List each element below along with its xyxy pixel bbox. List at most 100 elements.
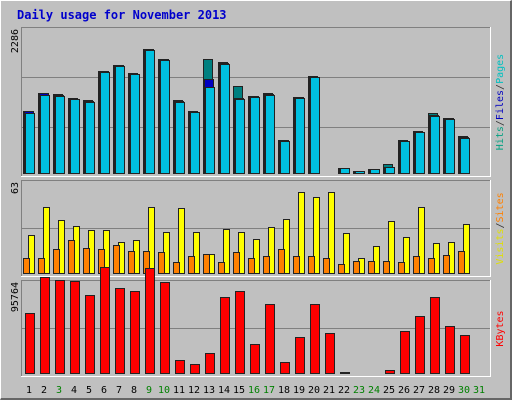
hits-files-pages-bar-pages-day-25 [385,167,395,174]
hits-files-pages-bar-pages-day-22 [340,168,350,174]
kbytes-bar-kbytes-day-18 [280,362,290,374]
sites-visits-bar-sites-day-17 [263,256,270,274]
hits-files-pages-bar-pages-day-26 [400,141,410,174]
sites-visits-bar-sites-day-8 [128,251,135,274]
x-tick-label-10: 10 [158,385,170,396]
hits-files-pages-bar-pages-day-30 [460,138,470,174]
sites-visits-bar-sites-day-30 [458,251,465,274]
sites-visits-bar-sites-day-10 [158,252,165,274]
x-tick-label-13: 13 [203,385,215,396]
sites-visits-bar-visits-day-2 [43,207,50,274]
sites-visits-bar-visits-day-17 [268,227,275,274]
sites-visits-bar-sites-day-20 [308,256,315,274]
sites-visits-bar-sites-day-2 [38,258,45,274]
kbytes-bar-kbytes-day-26 [400,331,410,374]
hits-files-pages-bar-pages-day-16 [250,97,260,174]
kbytes-bar-kbytes-day-30 [460,335,470,374]
x-tick-label-19: 19 [293,385,305,396]
legend-separator: / [495,120,506,126]
kbytes-bar-kbytes-day-29 [445,326,455,374]
sites-visits-bar-visits-day-26 [403,237,410,274]
sites-visits-bar-visits-day-11 [178,208,185,274]
chart-title: Daily usage for November 2013 [17,8,227,22]
legend-separator: / [495,84,506,90]
sites-visits-ymax-label: 63 [10,182,21,194]
hits-files-pages-bar-pages-day-20 [310,77,320,174]
x-tick-label-4: 4 [71,385,77,396]
x-tick-label-8: 8 [131,385,137,396]
sites-visits-bar-sites-day-25 [383,261,390,274]
kbytes-panel: 95764 KBytes [10,267,506,377]
sites-visits-bar-sites-day-22 [338,264,345,274]
kbytes-bar-kbytes-day-8 [130,291,140,374]
sites-visits-bar-sites-day-3 [53,249,60,274]
sites-visits-bar-sites-day-21 [323,258,330,274]
kbytes-legend: KBytes [495,310,506,346]
kbytes-bar-kbytes-day-15 [235,291,245,374]
hits-files-pages-bar-pages-day-18 [280,141,290,174]
sites-visits-bar-visits-day-21 [328,192,335,274]
hits-files-pages-bar-pages-day-8 [130,74,140,174]
kbytes-bar-kbytes-day-17 [265,304,275,374]
sites-visits-bar-visits-day-19 [298,192,305,274]
hits-files-pages-bar-pages-day-19 [295,98,305,174]
kbytes-bar-kbytes-day-6 [100,267,110,374]
legend-sites: Sites [495,192,506,222]
hits-files-pages-bar-pages-day-23 [355,171,365,174]
sites-visits-bar-visits-day-3 [58,220,65,274]
kbytes-bar-kbytes-day-27 [415,316,425,374]
hits-files-pages-legend: Hits/Files/Pages [495,54,506,150]
x-tick-label-25: 25 [383,385,395,396]
hits-files-pages-bar-pages-day-1 [25,113,35,174]
kbytes-bar-kbytes-day-22 [340,372,350,374]
hits-files-pages-bar-pages-day-6 [100,72,110,174]
legend-separator: / [495,222,506,228]
x-tick-label-29: 29 [443,385,455,396]
x-tick-label-2: 2 [41,385,47,396]
hits-files-pages-bar-pages-day-5 [85,102,95,174]
hits-files-pages-bar-pages-day-11 [175,102,185,174]
kbytes-ymax-label: 95764 [10,282,21,312]
hits-files-pages-bar-pages-day-7 [115,66,125,174]
hits-files-pages-bar-pages-day-2 [40,95,50,174]
kbytes-bar-kbytes-day-2 [40,277,50,374]
kbytes-bar-kbytes-day-1 [25,313,35,374]
x-tick-label-31: 31 [473,385,485,396]
sites-visits-bar-sites-day-23 [353,261,360,274]
sites-visits-panel: 63 Visits/Sites [10,180,506,277]
x-tick-label-21: 21 [323,385,335,396]
sites-visits-bar-visits-day-16 [253,239,260,274]
sites-visits-bar-sites-day-27 [413,256,420,274]
sites-visits-bar-sites-day-28 [428,258,435,274]
hits-files-pages-bar-pages-day-9 [145,50,155,174]
hits-files-pages-bar-pages-day-17 [265,95,275,174]
sites-visits-bar-sites-day-14 [218,262,225,274]
sites-visits-bar-visits-day-30 [463,224,470,274]
x-tick-label-11: 11 [173,385,185,396]
sites-visits-bar-sites-day-1 [23,258,30,274]
x-tick-label-17: 17 [263,385,275,396]
x-tick-label-6: 6 [101,385,107,396]
kbytes-bar-kbytes-day-28 [430,297,440,374]
legend-visits: Visits [495,229,506,265]
sites-visits-bar-sites-day-11 [173,262,180,274]
sites-visits-bar-visits-day-24 [373,246,380,274]
legend-pages: Pages [495,54,506,84]
sites-visits-bar-sites-day-29 [443,255,450,274]
x-tick-label-22: 22 [338,385,350,396]
sites-visits-bar-visits-day-1 [28,235,35,274]
x-tick-label-15: 15 [233,385,245,396]
hits-files-pages-bar-pages-day-14 [220,64,230,174]
kbytes-bar-kbytes-day-4 [70,281,80,374]
sites-visits-bar-sites-day-18 [278,249,285,274]
x-tick-label-14: 14 [218,385,230,396]
hits-files-pages-bar-pages-day-12 [190,112,200,174]
hits-files-pages-ymax-label: 2286 [10,29,21,53]
x-tick-label-30: 30 [458,385,470,396]
x-tick-label-9: 9 [146,385,152,396]
sites-visits-bar-sites-day-5 [83,248,90,274]
x-tick-label-24: 24 [368,385,380,396]
kbytes-bar-kbytes-day-25 [385,370,395,374]
kbytes-bar-kbytes-day-13 [205,353,215,374]
